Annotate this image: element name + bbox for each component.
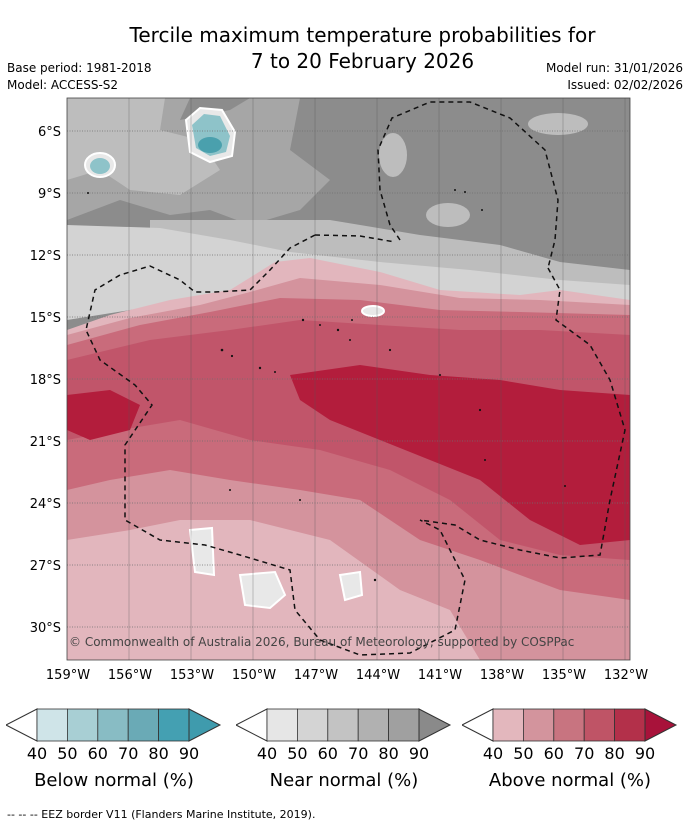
near-normal-high-arrow (418, 708, 452, 742)
above-normal-80-west (67, 390, 140, 440)
colorbar-segment (327, 708, 359, 742)
colorbar-tick-label: 80 (378, 744, 399, 763)
lat-label: 12°S (30, 249, 61, 264)
lon-label: 153°W (170, 668, 214, 683)
lon-label: 132°W (604, 668, 648, 683)
colorbar-tick-label: 60 (317, 744, 338, 763)
colorbar-segment (127, 708, 159, 742)
colorbar-tick-label: 70 (574, 744, 595, 763)
lat-label: 6°S (38, 125, 61, 140)
colorbar-tick-label: 80 (604, 744, 625, 763)
map-frame (66, 97, 631, 661)
model-run: Model run: 31/01/2026 (545, 61, 683, 75)
below-normal-blob-west-inner (90, 158, 110, 174)
colorbar-tick-label: 50 (287, 744, 308, 763)
longitude-labels: 159°W 156°W 153°W 150°W 147°W 144°W 141°W 138°W… (46, 668, 648, 683)
colorbar-segment (523, 708, 555, 742)
colorbar-segment (158, 708, 190, 742)
map-fill (67, 98, 630, 660)
lat-label: 30°S (30, 621, 61, 636)
colorbar-tick-label: 90 (634, 744, 656, 763)
lon-label: 138°W (480, 668, 524, 683)
below-normal-colorbar (6, 708, 222, 742)
below-normal-high-arrow (188, 708, 222, 742)
colorbar-segment (36, 708, 68, 742)
above-normal-high-arrow (644, 708, 678, 742)
colorbar-tick-label: 90 (408, 744, 430, 763)
colorbar-segment (614, 708, 646, 742)
below-normal-core (198, 137, 222, 153)
lon-label: 135°W (542, 668, 586, 683)
colorbar-tick-label: 40 (482, 744, 504, 763)
meridians (128, 98, 626, 660)
colorbar-tick-label: 50 (57, 744, 78, 763)
lat-label: 24°S (30, 497, 61, 512)
copyright-text: © Commonwealth of Australia 2026, Bureau… (69, 635, 574, 649)
colorbar-segment (67, 708, 99, 742)
lat-label: 18°S (30, 373, 61, 388)
above-normal-label: Above normal (%) (488, 770, 652, 791)
above-normal-colorbar (462, 708, 678, 742)
colorbar-tick-label: 40 (26, 744, 48, 763)
near-normal-patch-central (379, 133, 407, 177)
near-normal-south-patch-3 (188, 526, 216, 577)
colorbar-tick-label: 50 (513, 744, 534, 763)
colorbar-segment (266, 708, 298, 742)
colorbar-tick-label: 60 (87, 744, 108, 763)
model-name: Model: ACCESS-S2 (7, 78, 119, 92)
lat-label: 15°S (30, 311, 61, 326)
near-normal-low-arrow (236, 708, 268, 742)
lon-label: 141°W (418, 668, 462, 683)
near-normal-patch-ne (528, 113, 588, 135)
colorbar-tick-label: 90 (178, 744, 200, 763)
model-info: Base period: 1981-2018 Model: ACCESS-S2 (7, 60, 152, 94)
colorbar-tick-label: 70 (118, 744, 139, 763)
colorbar-segment (97, 708, 129, 742)
colorbar-tick-label: 70 (348, 744, 369, 763)
colorbar-segment (583, 708, 615, 742)
near-normal-south-patch-2 (338, 570, 364, 602)
latitude-labels: 6°S 9°S 12°S 15°S 18°S 21°S 24°S 27°S 30°S (30, 125, 61, 636)
colorbar-segment (357, 708, 389, 742)
base-period: Base period: 1981-2018 (7, 61, 152, 75)
colorbar-tick-label: 80 (148, 744, 169, 763)
colorbar-segment (388, 708, 420, 742)
above-normal-low-arrow (462, 708, 494, 742)
colorbar-segment (297, 708, 329, 742)
title-line-1: Tercile maximum temperature probabilitie… (129, 23, 596, 47)
colorbar-segment (553, 708, 585, 742)
islands (87, 189, 566, 582)
lon-label: 147°W (294, 668, 338, 683)
lon-label: 156°W (108, 668, 152, 683)
lon-label: 159°W (46, 668, 90, 683)
lat-label: 9°S (38, 187, 61, 202)
colorbar-segment (492, 708, 524, 742)
issued-date: Issued: 02/02/2026 (567, 78, 683, 92)
colorbar-tick-label: 40 (256, 744, 278, 763)
near-normal-small-patch (361, 305, 385, 317)
lat-label: 21°S (30, 435, 61, 450)
map-title: Tercile maximum temperature probabilitie… (0, 22, 690, 74)
eez-borders (85, 101, 626, 656)
lon-label: 150°W (232, 668, 276, 683)
near-normal-south-patch (238, 570, 287, 610)
title-line-2: 7 to 20 February 2026 (250, 49, 475, 73)
below-normal-low-arrow (6, 708, 38, 742)
below-normal-label: Below normal (%) (34, 770, 194, 791)
above-normal-80-region (290, 365, 630, 545)
eez-footnote: -- -- -- EEZ border V11 (Flanders Marine… (7, 808, 316, 821)
probability-map: © Commonwealth of Australia 2026, Bureau… (30, 97, 648, 683)
run-info: Model run: 31/01/2026 Issued: 02/02/2026 (546, 60, 683, 94)
lat-label: 27°S (30, 559, 61, 574)
near-normal-colorbar (236, 708, 452, 742)
lon-label: 144°W (356, 668, 400, 683)
colorbar-tick-label: 60 (543, 744, 564, 763)
near-normal-label: Near normal (%) (269, 770, 419, 791)
near-normal-patch-east (426, 203, 470, 227)
